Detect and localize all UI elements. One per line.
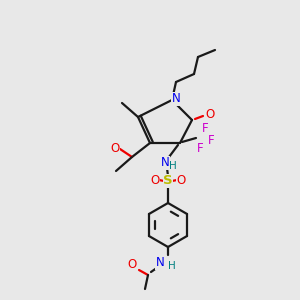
Text: O: O — [128, 259, 136, 272]
Text: S: S — [163, 175, 173, 188]
Text: F: F — [208, 134, 214, 146]
Text: O: O — [206, 107, 214, 121]
Text: O: O — [176, 173, 186, 187]
Text: H: H — [169, 161, 177, 171]
Text: F: F — [202, 122, 208, 134]
Text: N: N — [172, 92, 180, 106]
Text: O: O — [110, 142, 120, 154]
Text: F: F — [197, 142, 203, 154]
Text: N: N — [160, 157, 169, 169]
Text: H: H — [168, 261, 176, 271]
Text: O: O — [150, 173, 160, 187]
Text: N: N — [156, 256, 164, 269]
